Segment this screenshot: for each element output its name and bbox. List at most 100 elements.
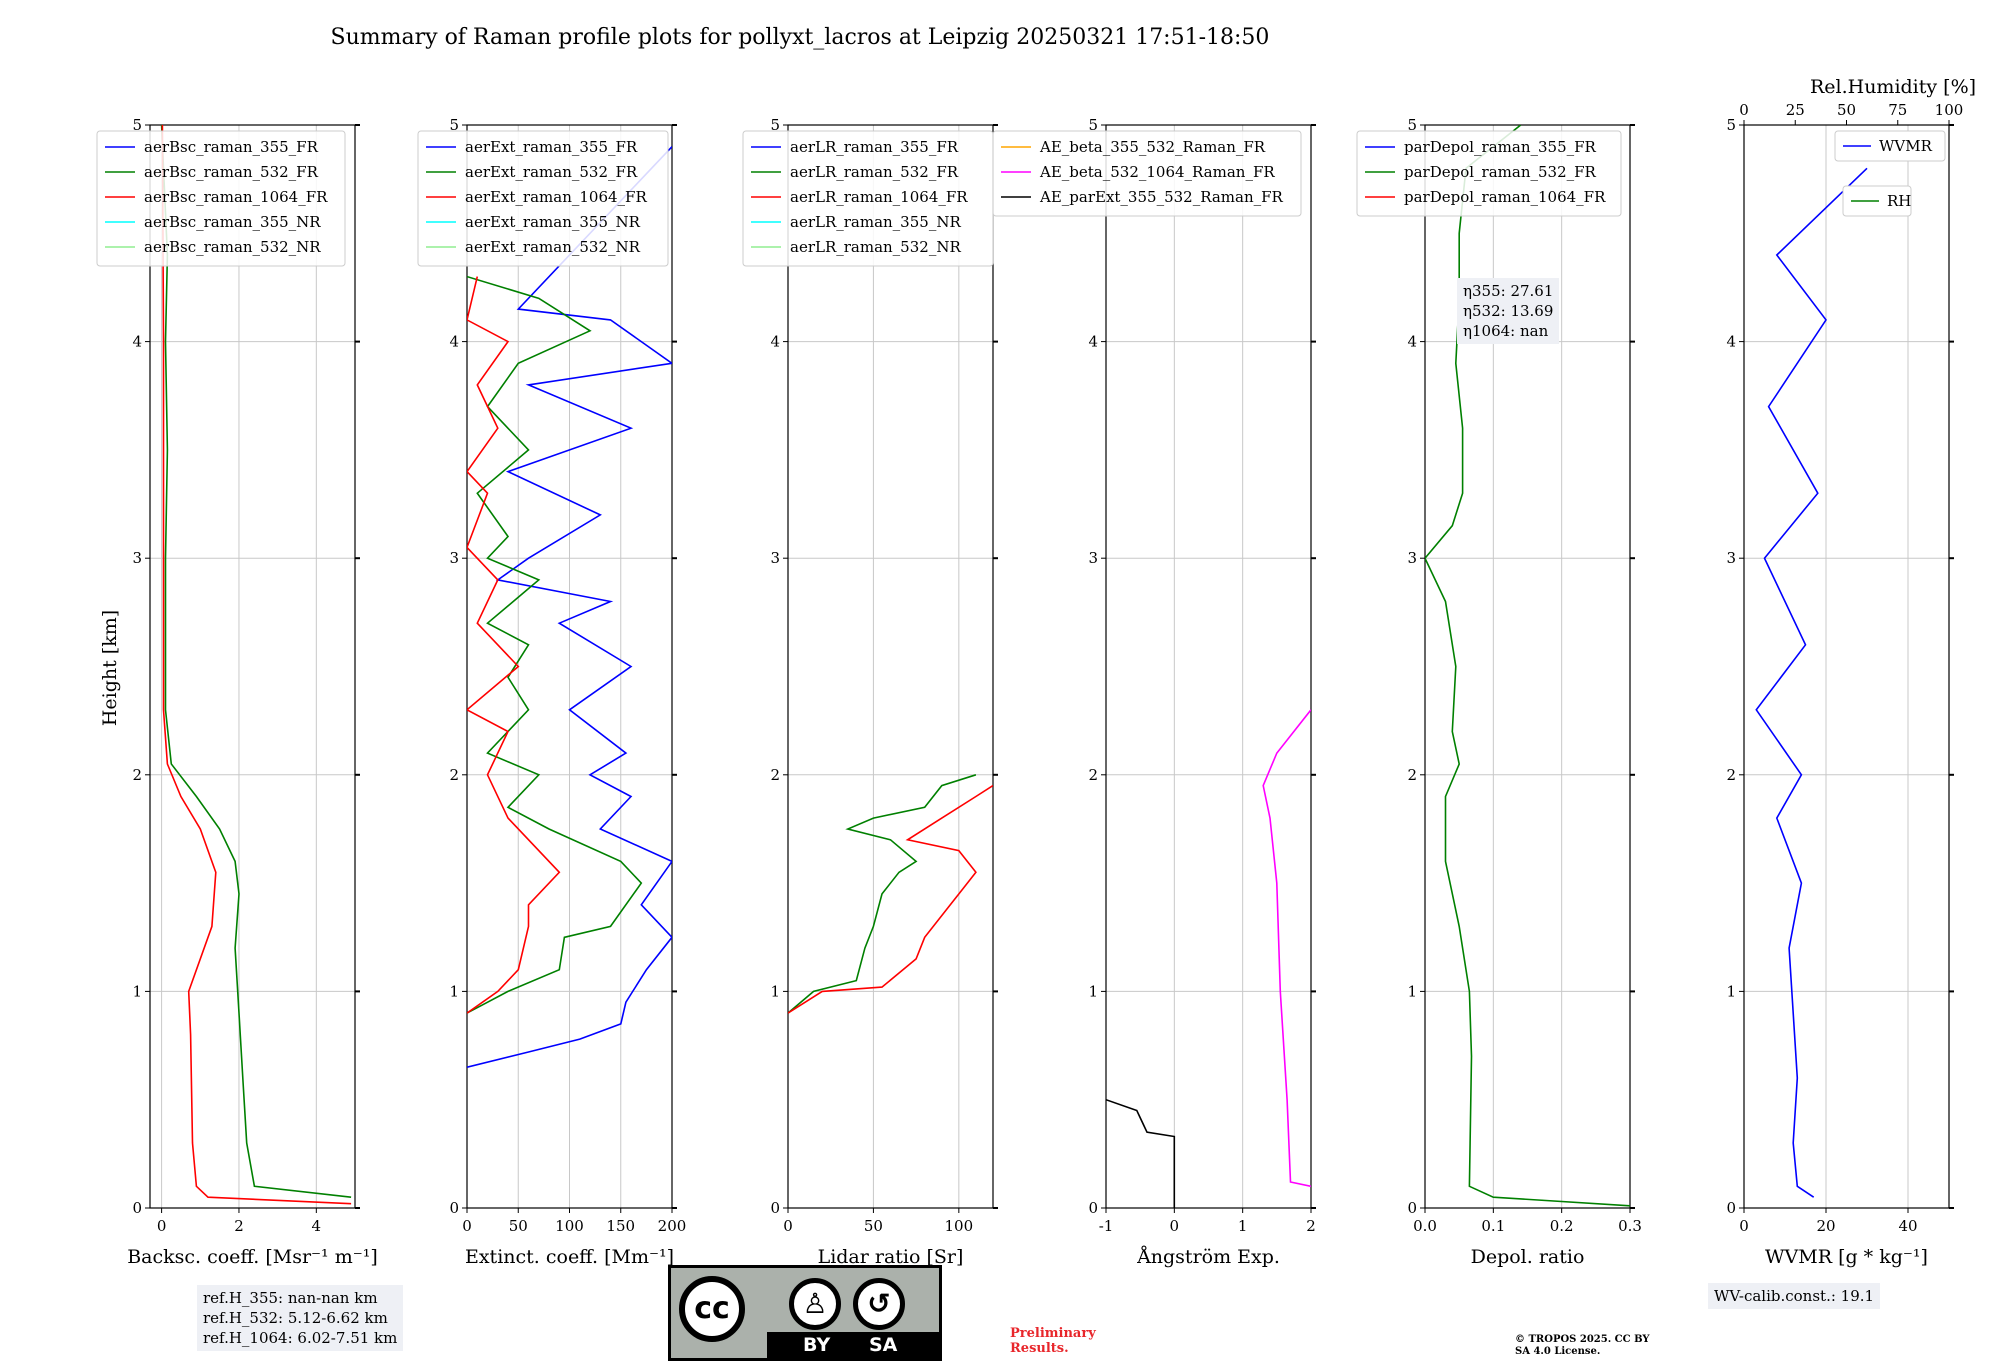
x-tick-label: 50 bbox=[864, 1217, 883, 1235]
x-axis-label: Extinct. coeff. [Mm⁻¹] bbox=[465, 1246, 674, 1268]
legend-label: aerExt_raman_355_FR bbox=[465, 138, 638, 156]
series-line-aerExt_raman_532_FR bbox=[467, 275, 643, 1014]
x-tick-label: 0 bbox=[462, 1217, 472, 1235]
y-tick-label: 1 bbox=[132, 982, 142, 1000]
x-tick-label: 4 bbox=[312, 1217, 322, 1235]
x-axis-label: Ångström Exp. bbox=[1136, 1246, 1280, 1268]
y-tick-label: 0 bbox=[132, 1199, 142, 1217]
chart-title: Summary of Raman profile plots for polly… bbox=[331, 25, 1270, 50]
axes-frame bbox=[1743, 124, 1950, 1209]
x-tick-label: 50 bbox=[509, 1217, 528, 1235]
y-tick-label: 0 bbox=[1407, 1199, 1417, 1217]
panel-1: 0 1 2 3 4 5 0 2 4 Backsc. coeff. [Msr⁻¹ m⁻¹] aerBs… bbox=[96, 116, 378, 1268]
legend-label: AE_beta_532_1064_Raman_FR bbox=[1039, 163, 1275, 181]
y-tick-label: 4 bbox=[132, 333, 142, 351]
y-tick-label: 5 bbox=[1726, 116, 1736, 134]
by-person-icon: ♙ bbox=[789, 1278, 841, 1330]
y-tick-label: 3 bbox=[770, 549, 780, 567]
x-tick-label: 0.2 bbox=[1550, 1217, 1574, 1235]
y-tick-label: 0 bbox=[770, 1199, 780, 1217]
x-tick-label: 150 bbox=[606, 1217, 635, 1235]
eta-1064: η1064: nan bbox=[1463, 322, 1549, 340]
x-tick-label: 20 bbox=[1816, 1217, 1835, 1235]
series-line-aerBsc_raman_1064_FR bbox=[161, 125, 352, 1205]
legend-label: aerExt_raman_355_NR bbox=[465, 213, 641, 231]
y-tick-label: 4 bbox=[449, 333, 459, 351]
y-tick-label: 3 bbox=[1088, 549, 1098, 567]
legend-box bbox=[96, 130, 346, 267]
legend-label: aerBsc_raman_355_NR bbox=[144, 213, 321, 231]
x-tick-label: 2 bbox=[1306, 1217, 1316, 1235]
x-tick-label: 0.3 bbox=[1618, 1217, 1642, 1235]
legend-label: aerLR_raman_355_FR bbox=[790, 138, 959, 156]
x-tick-label: 0 bbox=[783, 1217, 793, 1235]
y-tick-label: 0 bbox=[1726, 1199, 1736, 1217]
reference-height-box: ref.H_355: nan-nan km ref.H_532: 5.12-6.… bbox=[197, 1285, 404, 1351]
y-tick-label: 5 bbox=[449, 116, 459, 134]
series-group bbox=[1106, 709, 1311, 1208]
y-tick-label: 3 bbox=[449, 549, 459, 567]
legend-label: aerLR_raman_355_NR bbox=[790, 213, 961, 231]
legend-box bbox=[1834, 130, 1946, 162]
series-group bbox=[160, 125, 352, 1205]
y-tick-label: 4 bbox=[1726, 333, 1736, 351]
rh-axis-label: Rel.Humidity [%] bbox=[1810, 76, 1976, 98]
top-tick-label: 100 bbox=[1935, 101, 1964, 119]
y-tick-label: 5 bbox=[770, 116, 780, 134]
legend-label: aerExt_raman_532_NR bbox=[465, 238, 641, 256]
legend-label: aerBsc_raman_1064_FR bbox=[144, 188, 328, 206]
x-axis-label: WVMR [g * kg⁻¹] bbox=[1765, 1246, 1928, 1268]
y-tick-label: 2 bbox=[1088, 766, 1098, 784]
legend-box bbox=[417, 130, 669, 267]
series-line-aerLR_raman_532_FR bbox=[788, 774, 977, 1014]
eta-box: η355: 27.61 η532: 13.69 η1064: nan bbox=[1457, 278, 1560, 344]
x-tick-label: 0 bbox=[157, 1217, 167, 1235]
legend-label: aerBsc_raman_532_FR bbox=[144, 163, 319, 181]
eta-532: η532: 13.69 bbox=[1463, 302, 1554, 320]
x-axis-label: Backsc. coeff. [Msr⁻¹ m⁻¹] bbox=[127, 1246, 378, 1268]
legend-label: RH bbox=[1887, 192, 1911, 210]
series-group bbox=[1755, 167, 1868, 1198]
series-line-WVMR bbox=[1755, 167, 1868, 1198]
x-tick-label: 0 bbox=[1739, 1217, 1749, 1235]
y-tick-label: 1 bbox=[1088, 982, 1098, 1000]
y-tick-label: 2 bbox=[449, 766, 459, 784]
legend-label: AE_parExt_355_532_Raman_FR bbox=[1039, 188, 1284, 206]
x-tick-label: 0.0 bbox=[1413, 1217, 1437, 1235]
axes-frame bbox=[149, 124, 356, 1209]
legend-label: WVMR bbox=[1879, 137, 1933, 155]
x-tick-label: 1 bbox=[1238, 1217, 1248, 1235]
axes-frame bbox=[1105, 124, 1312, 1209]
y-tick-label: 5 bbox=[132, 116, 142, 134]
series-line-AE_beta_532_1064_Raman_FR bbox=[1262, 709, 1311, 1188]
x-tick-label: 0.1 bbox=[1481, 1217, 1505, 1235]
y-tick-label: 2 bbox=[1726, 766, 1736, 784]
y-tick-label: 5 bbox=[1407, 116, 1417, 134]
copyright-note: © TROPOS 2025. CC BY SA 4.0 License. bbox=[1515, 1334, 1650, 1357]
x-axis-label: Depol. ratio bbox=[1471, 1246, 1585, 1268]
x-tick-label: 2 bbox=[234, 1217, 244, 1235]
x-tick-label: 0 bbox=[1170, 1217, 1180, 1235]
legend-label: parDepol_raman_532_FR bbox=[1404, 163, 1597, 181]
refh-355: ref.H_355: nan-nan km bbox=[203, 1289, 378, 1307]
sa-share-icon: ↺ bbox=[853, 1278, 905, 1330]
top-tick-label: 25 bbox=[1786, 101, 1805, 119]
series-line-aerLR_raman_1064_FR bbox=[788, 784, 993, 1014]
legend-box bbox=[1356, 130, 1622, 217]
y-tick-label: 5 bbox=[1088, 116, 1098, 134]
refh-532: ref.H_532: 5.12-6.62 km bbox=[203, 1309, 388, 1327]
y-tick-label: 1 bbox=[1407, 982, 1417, 1000]
y-tick-label: 4 bbox=[1407, 333, 1417, 351]
top-tick-label: 0 bbox=[1739, 101, 1749, 119]
wv-calib-box: WV-calib.const.: 19.1 bbox=[1708, 1283, 1881, 1309]
axes-frame bbox=[1424, 124, 1631, 1209]
legend-label: aerExt_raman_1064_FR bbox=[465, 188, 647, 206]
top-tick-label: 50 bbox=[1837, 101, 1856, 119]
series-line-AE_parExt_355_532_Raman_FR bbox=[1106, 1098, 1176, 1208]
cc-by-sa-badge: cc ♙ ↺ BY SA bbox=[668, 1265, 942, 1361]
legend-label: parDepol_raman_1064_FR bbox=[1404, 188, 1606, 206]
